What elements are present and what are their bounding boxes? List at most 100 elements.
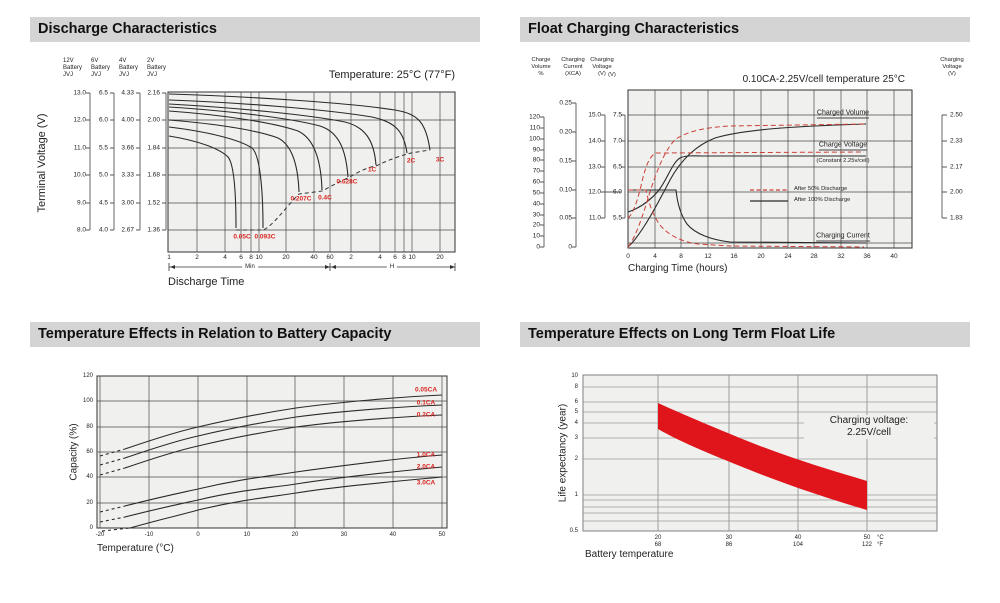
tick-label: 0.5	[569, 528, 578, 534]
capacity-xticks: -20 -10 0 10 20 30 40 50	[0, 532, 500, 540]
axis-header-6v-volts: (V)	[608, 72, 616, 78]
tick-label: 9.0	[76, 199, 86, 207]
tick-label: 13.0	[73, 89, 86, 97]
float-plot-area	[627, 89, 913, 249]
discharge-curve-1c	[168, 119, 300, 193]
time-range-dimension-line	[168, 263, 456, 271]
capacity-curve-2ca	[124, 466, 443, 518]
tick-label: 8	[249, 254, 253, 261]
float-vgrid	[654, 90, 895, 248]
tick-label: 60	[86, 449, 93, 455]
tick-label: 11.0	[588, 214, 601, 222]
tick-label: 6.5	[612, 163, 622, 171]
tick-label: 20	[86, 500, 93, 506]
curve-label-0p05c: 3C	[435, 156, 445, 164]
axis-header-charging-voltage: Charging Voltage (V)	[590, 57, 614, 77]
tick-label: 40	[890, 253, 898, 260]
tick-label: 1	[167, 254, 171, 261]
tick-label: 0.10	[559, 186, 572, 194]
discharge-curve-2c	[168, 126, 264, 229]
tick-label: 1.68	[147, 171, 160, 179]
tick-label: 4.33	[121, 89, 134, 97]
curve-label-0p207c: 1C	[367, 166, 377, 174]
tick-label: 0	[89, 525, 93, 531]
tick-label: 1	[574, 492, 578, 498]
hour-range-label: H	[386, 264, 398, 270]
tick-label: 50 122	[861, 535, 873, 548]
tick-label: 10	[408, 254, 416, 261]
discharge-curve-0p628c	[168, 110, 323, 191]
tick-label: 0	[568, 243, 572, 251]
tick-label: 4	[223, 254, 227, 261]
tick-label: 20	[532, 221, 540, 229]
tick-label: 36	[863, 253, 871, 260]
tick-label: 6.0	[98, 116, 108, 124]
tick-label: 6.0	[612, 188, 622, 196]
discharge-cutoff-dashed-line	[236, 149, 431, 231]
float-charging-chart	[540, 89, 947, 249]
ca-label-0p2: 0.2CA	[416, 411, 436, 419]
axis-header-4v: 4V Battery JVJ	[119, 58, 139, 78]
tick-label: 1.52	[147, 199, 160, 207]
float-life-xlabel: Battery temperature	[585, 549, 674, 560]
float-left-axes	[543, 103, 626, 247]
tick-label: 120	[529, 113, 540, 121]
tick-label: 50	[532, 189, 540, 197]
capacity-curve-0p05ca	[124, 394, 443, 450]
tick-label: 2.16	[147, 89, 160, 97]
capacity-curve-0p1ca	[124, 404, 443, 459]
tick-label: 20	[436, 254, 444, 261]
tick-label: 7.5	[612, 111, 622, 119]
capacity-curve-0p2ca	[124, 414, 443, 469]
tick-label: 5.0	[98, 171, 108, 179]
tick-label: 8	[679, 253, 683, 260]
discharge-vgrid	[196, 92, 441, 252]
tick-label: 20	[757, 253, 765, 260]
tick-label: 3.33	[121, 171, 134, 179]
discharge-yaxis-ticks	[86, 92, 166, 231]
float-hgrid	[628, 114, 912, 244]
tick-label: 20 68	[654, 535, 662, 548]
tick-label: 4	[653, 253, 657, 260]
tick-label: 5.5	[612, 214, 622, 222]
tick-label: 4	[378, 254, 382, 261]
tick-label: 12.0	[588, 188, 601, 196]
tick-label: 5	[574, 409, 578, 415]
tick-label: 1.84	[147, 144, 160, 152]
capacity-dashed-tails	[99, 448, 131, 532]
tick-label: 20	[282, 254, 290, 261]
capacity-ylabel: Capacity (%)	[68, 423, 80, 481]
ca-label-0p05: 0.05CA	[414, 386, 438, 394]
float-current-50-curve	[628, 189, 865, 248]
tick-label: 6.5	[98, 89, 108, 97]
tick-label: 80	[86, 424, 93, 430]
tick-label: 30	[340, 532, 348, 538]
float-xlabel: Charging Time (hours)	[628, 263, 728, 274]
tick-label: 2	[195, 254, 199, 261]
tick-label: 10	[255, 254, 263, 261]
tick-label: 40	[532, 200, 540, 208]
tick-label: 12.0	[73, 116, 86, 124]
tick-label: 40	[389, 532, 397, 538]
tick-label: 120	[82, 373, 93, 379]
tick-label: 100	[529, 135, 540, 143]
legend-after-50-label: After 50% Discharge	[794, 186, 848, 192]
tick-label: 40	[310, 254, 318, 261]
tick-label: 16	[730, 253, 738, 260]
tick-label: 3	[574, 435, 578, 441]
float-current-100-curve	[628, 189, 867, 244]
curve-label-1c: 0.207C	[290, 195, 312, 203]
tick-label: 4.00	[121, 116, 134, 124]
tick-label: 0.05	[559, 214, 572, 222]
tick-label: 4	[574, 420, 578, 426]
discharge-curve-0p093c	[168, 99, 408, 154]
tick-label: 2.67	[121, 226, 134, 234]
ca-label-3p0: 3.0CA	[416, 479, 436, 487]
float-life-xticks: 20 68 30 86 40 104 50 122	[0, 535, 1000, 551]
discharge-temperature-note: Temperature: 25°C (77°F)	[328, 69, 455, 81]
curve-label-0p4c: 0.628C	[336, 178, 358, 186]
tick-label: 7.0	[612, 137, 622, 145]
tick-label: 10	[571, 373, 578, 379]
tick-label: 2.33	[950, 137, 963, 145]
